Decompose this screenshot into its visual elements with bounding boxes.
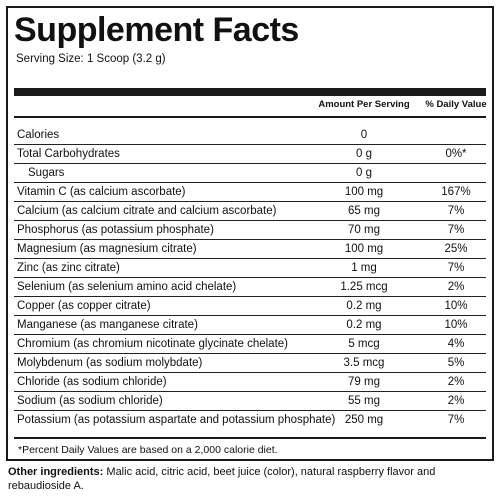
nutrient-daily-value: 7%: [447, 262, 465, 274]
table-row: Calories 0: [14, 126, 486, 145]
table-row: Calcium (as calcium citrate and calcium …: [14, 202, 486, 221]
nutrient-name: Sodium (as sodium chloride): [17, 395, 163, 407]
nutrient-daily-value: 7%: [447, 224, 465, 236]
table-row: Chloride (as sodium chloride) 79 mg 2%: [14, 373, 486, 392]
nutrient-daily-value: 25%: [444, 243, 468, 255]
other-ingredients-text: Malic acid, citric acid, beet juice (col…: [8, 466, 436, 492]
nutrient-amount: 250 mg: [344, 414, 384, 426]
table-row: Sodium (as sodium chloride) 55 mg 2%: [14, 392, 486, 411]
amount-header: Amount Per Serving: [318, 99, 410, 110]
bottom-divider: [14, 437, 486, 439]
table-row: Molybdenum (as sodium molybdate) 3.5 mcg…: [14, 354, 486, 373]
nutrient-amount: 0: [360, 129, 368, 141]
nutrient-name: Magnesium (as magnesium citrate): [17, 243, 197, 255]
thick-divider: [14, 88, 486, 96]
nutrient-amount: 100 mg: [344, 186, 384, 198]
nutrient-name: Total Carbohydrates: [17, 148, 120, 160]
nutrient-name: Chromium (as chromium nicotinate glycina…: [17, 338, 288, 350]
table-row: Manganese (as manganese citrate) 0.2 mg …: [14, 316, 486, 335]
nutrient-amount: 0 g: [356, 148, 372, 160]
nutrient-name: Zinc (as zinc citrate): [17, 262, 120, 274]
nutrient-name: Chloride (as sodium chloride): [17, 376, 167, 388]
panel-title: Supplement Facts: [14, 11, 299, 49]
nutrient-daily-value: 167%: [441, 186, 471, 198]
nutrient-amount: 5 mcg: [348, 338, 380, 350]
nutrient-table: Calories 0 Total Carbohydrates 0 g 0%* S…: [14, 126, 486, 430]
nutrient-name: Calcium (as calcium citrate and calcium …: [17, 205, 277, 217]
nutrient-daily-value: 0%*: [445, 148, 467, 160]
table-row: Phosphorus (as potassium phosphate) 70 m…: [14, 221, 486, 240]
nutrient-daily-value: 2%: [447, 376, 465, 388]
nutrient-amount: 65 mg: [348, 205, 380, 217]
nutrient-amount: 1.25 mcg: [340, 281, 388, 293]
supplement-facts-panel: Supplement Facts Serving Size: 1 Scoop (…: [6, 6, 494, 461]
table-row: Zinc (as zinc citrate) 1 mg 7%: [14, 259, 486, 278]
table-row: Magnesium (as magnesium citrate) 100 mg …: [14, 240, 486, 259]
daily-value-header: % Daily Value: [425, 99, 487, 110]
nutrient-name: Vitamin C (as calcium ascorbate): [17, 186, 186, 198]
table-row: Sugars 0 g: [14, 164, 486, 183]
nutrient-amount: 0.2 mg: [346, 300, 382, 312]
nutrient-amount: 79 mg: [348, 376, 380, 388]
nutrient-daily-value: 5%: [447, 357, 465, 369]
nutrient-daily-value: 7%: [447, 414, 465, 426]
nutrient-name: Copper (as copper citrate): [17, 300, 151, 312]
other-ingredients: Other ingredients: Malic acid, citric ac…: [8, 465, 494, 493]
nutrient-amount: 0.2 mg: [346, 319, 382, 331]
nutrient-name: Calories: [17, 129, 60, 141]
serving-size: Serving Size: 1 Scoop (3.2 g): [16, 53, 166, 65]
nutrient-amount: 0 g: [356, 167, 372, 179]
nutrient-name: Phosphorus (as potassium phosphate): [17, 224, 214, 236]
nutrient-daily-value: 10%: [444, 300, 468, 312]
nutrient-daily-value: 2%: [447, 281, 465, 293]
table-row: Vitamin C (as calcium ascorbate) 100 mg …: [14, 183, 486, 202]
nutrient-name: Sugars: [28, 167, 65, 179]
nutrient-daily-value: 7%: [447, 205, 465, 217]
nutrient-amount: 1 mg: [351, 262, 377, 274]
other-ingredients-label: Other ingredients:: [8, 466, 104, 478]
nutrient-daily-value: 2%: [447, 395, 465, 407]
table-row: Chromium (as chromium nicotinate glycina…: [14, 335, 486, 354]
nutrient-name: Manganese (as manganese citrate): [17, 319, 198, 331]
nutrient-name: Selenium (as selenium amino acid chelate…: [17, 281, 237, 293]
table-row: Potassium (as potassium aspartate and po…: [14, 411, 486, 430]
nutrient-daily-value: 4%: [447, 338, 465, 350]
nutrient-name: Molybdenum (as sodium molybdate): [17, 357, 203, 369]
nutrient-amount: 70 mg: [348, 224, 380, 236]
table-row: Total Carbohydrates 0 g 0%*: [14, 145, 486, 164]
nutrient-amount: 55 mg: [348, 395, 380, 407]
nutrient-name: Potassium (as potassium aspartate and po…: [17, 414, 336, 426]
header-divider: [14, 116, 486, 118]
nutrient-amount: 3.5 mcg: [343, 357, 385, 369]
table-row: Selenium (as selenium amino acid chelate…: [14, 278, 486, 297]
nutrient-amount: 100 mg: [344, 243, 384, 255]
table-row: Copper (as copper citrate) 0.2 mg 10%: [14, 297, 486, 316]
daily-value-footnote: *Percent Daily Values are based on a 2,0…: [18, 444, 278, 456]
nutrient-daily-value: 10%: [444, 319, 468, 331]
